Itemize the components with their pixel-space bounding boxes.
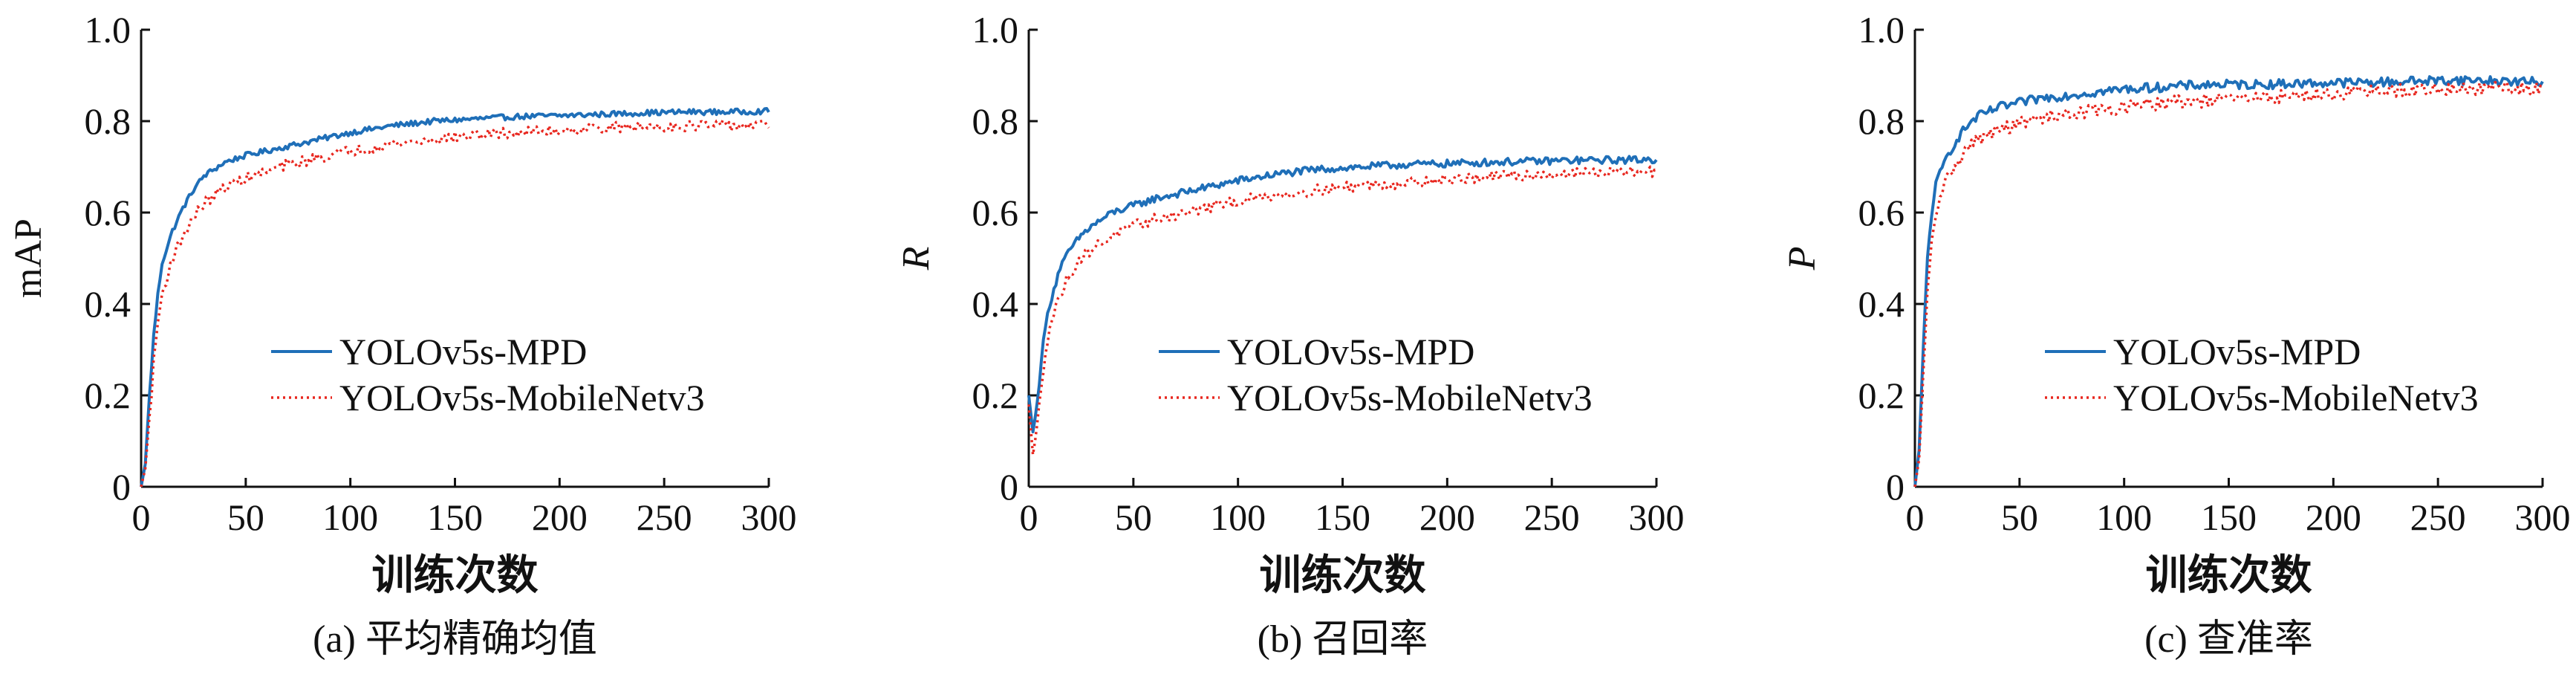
y-tick-label: 1.0 <box>972 9 1019 51</box>
x-tick-label: 0 <box>1020 496 1038 538</box>
y-tick-label: 0.2 <box>1858 375 1905 416</box>
x-tick-label: 100 <box>1210 496 1266 538</box>
x-tick-label: 50 <box>227 496 264 538</box>
series-group <box>1913 75 2544 488</box>
chart-panel-2: 0 50 100 150 200 250 300 0 0.2 0.4 0.6 0.8 1.0 R 训练次数 (… <box>895 9 1685 661</box>
panel-caption: (b) 召回率 <box>1258 618 1428 661</box>
x-tick-label: 50 <box>1115 496 1152 538</box>
y-tick-label: 0 <box>112 466 131 508</box>
x-tick-label: 100 <box>2096 496 2152 538</box>
x-tick-label: 150 <box>1315 496 1370 538</box>
x-tick-label: 250 <box>637 496 692 538</box>
y-tick-label: 0.6 <box>85 192 131 233</box>
x-tick-label: 150 <box>2201 496 2257 538</box>
legend-label: YOLOv5s-MobileNetv3 <box>1227 377 1593 418</box>
legend-label: YOLOv5s-MPD <box>2113 331 2361 372</box>
y-axis-title: P <box>1781 247 1824 271</box>
x-tick-label: 250 <box>1524 496 1580 538</box>
series-line-1 <box>140 107 770 488</box>
legend-label: YOLOv5s-MPD <box>1227 331 1474 372</box>
legend-label: YOLOv5s-MPD <box>339 331 587 372</box>
chart-panel-3: 0 50 100 150 200 250 300 0 0.2 0.4 0.6 0.8 1.0 P 训练次数 (… <box>1781 9 2571 661</box>
x-tick-label: 250 <box>2410 496 2466 538</box>
series-line-2 <box>140 119 770 488</box>
x-tick-label: 0 <box>132 496 151 538</box>
y-tick-label: 0 <box>1886 466 1905 508</box>
x-tick-label: 300 <box>741 496 797 538</box>
series-line-1 <box>1027 155 1658 434</box>
legend: YOLOv5s-MPD YOLOv5s-MobileNetv3 <box>1159 331 1593 418</box>
x-tick-label: 200 <box>2306 496 2361 538</box>
y-tick-label: 0.2 <box>972 375 1019 416</box>
y-tick-label: 0.4 <box>972 283 1019 325</box>
legend-label: YOLOv5s-MobileNetv3 <box>339 377 705 418</box>
panel-caption: (a) 平均精确均值 <box>313 618 597 661</box>
chart-panels: 0 50 100 150 200 250 300 0 0.2 0.4 0.6 0.8 1.0 mAP 训练次… <box>7 9 2571 661</box>
panel-caption: (c) 查准率 <box>2144 618 2313 661</box>
legend: YOLOv5s-MPD YOLOv5s-MobileNetv3 <box>271 331 705 418</box>
y-tick-label: 0 <box>1000 466 1018 508</box>
chart-panel-1: 0 50 100 150 200 250 300 0 0.2 0.4 0.6 0.8 1.0 mAP 训练次… <box>7 9 797 661</box>
x-tick-label: 200 <box>1419 496 1475 538</box>
y-tick-label: 0.6 <box>1858 192 1905 233</box>
y-tick-label: 0.8 <box>972 100 1019 142</box>
y-tick-label: 0.6 <box>972 192 1019 233</box>
y-tick-label: 0.4 <box>1858 283 1905 325</box>
y-tick-label: 0.2 <box>85 375 131 416</box>
y-tick-label: 1.0 <box>1858 9 1905 51</box>
series-line-2 <box>1913 80 2544 488</box>
x-tick-label: 50 <box>2001 496 2038 538</box>
x-axis-title: 训练次数 <box>372 551 539 600</box>
x-tick-label: 200 <box>532 496 588 538</box>
y-axis-title: mAP <box>7 218 50 298</box>
series-group <box>140 107 770 488</box>
y-axis-title: R <box>895 247 937 271</box>
x-axis-title: 训练次数 <box>1260 551 1426 600</box>
legend-label: YOLOv5s-MobileNetv3 <box>2113 377 2479 418</box>
series-line-2 <box>1027 165 1658 456</box>
y-tick-label: 0.4 <box>85 283 131 325</box>
x-axis-title: 训练次数 <box>2146 551 2312 600</box>
x-tick-label: 150 <box>427 496 483 538</box>
y-tick-label: 1.0 <box>85 9 131 51</box>
y-tick-label: 0.8 <box>1858 100 1905 142</box>
x-tick-label: 300 <box>1629 496 1685 538</box>
series-group <box>1027 155 1658 456</box>
y-tick-label: 0.8 <box>85 100 131 142</box>
series-line-1 <box>1913 75 2544 488</box>
x-tick-label: 300 <box>2515 496 2571 538</box>
x-tick-label: 0 <box>1906 496 1925 538</box>
legend: YOLOv5s-MPD YOLOv5s-MobileNetv3 <box>2045 331 2479 418</box>
x-tick-label: 100 <box>322 496 378 538</box>
